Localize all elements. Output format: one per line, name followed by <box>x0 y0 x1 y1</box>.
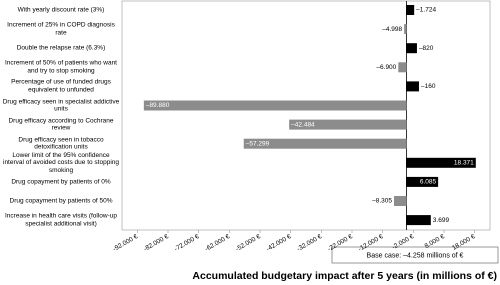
category-label: Drug efficacy seen in tobacco detoxifica… <box>18 136 104 151</box>
category-label: Increment of 25% in COPD diagnosis rate <box>7 21 115 37</box>
value-label: –57.299 <box>246 140 270 147</box>
value-label: 18.371 <box>454 160 474 167</box>
bar <box>406 157 476 168</box>
value-label: –42.484 <box>291 121 315 128</box>
bar <box>406 43 417 54</box>
bar <box>289 119 407 130</box>
chart-title: Accumulated budgetary impact after 5 yea… <box>192 270 497 282</box>
x-tick-label: -62.000 € <box>204 233 232 253</box>
value-label: 6.085 <box>420 179 437 186</box>
category-label: Lower limit of the 95% confidence interv… <box>3 151 119 174</box>
bar <box>143 100 407 111</box>
bar <box>406 215 431 226</box>
category-label: Drug efficacy seen in specialist addicti… <box>2 98 120 113</box>
category-label: Increment of 50% of patients who want an… <box>4 59 117 75</box>
value-label: –820 <box>419 45 434 52</box>
bar <box>406 81 419 92</box>
category-label: Increase in health care visits (follow-u… <box>5 212 117 228</box>
plot-frame <box>121 0 491 231</box>
bar <box>406 5 415 15</box>
value-label: –6.900 <box>376 64 396 71</box>
x-tick-label: -82.000 € <box>143 233 171 253</box>
bar <box>393 196 407 206</box>
value-label: 3.699 <box>433 217 450 224</box>
value-label: –4.998 <box>382 26 402 33</box>
x-tick-label: -92.000 € <box>112 233 140 253</box>
category-label: Percentage of use of funded drugs equiva… <box>11 78 111 94</box>
bar <box>398 62 407 73</box>
category-label: Drug copayment by patients of 50% <box>9 197 113 205</box>
value-label: –8.305 <box>372 198 392 205</box>
category-label: Drug copayment by patients of 0% <box>11 178 111 186</box>
category-label: Double the relapse rate (6.3%) <box>16 44 106 52</box>
base-case-box <box>331 246 499 264</box>
value-label: –89.880 <box>146 102 170 109</box>
category-label: With yearly discount rate (3%) <box>17 6 105 14</box>
base-case-label: Base case: –4.258 millions of € <box>367 252 464 259</box>
x-tick-label: -32.000 € <box>296 233 324 253</box>
x-tick-label: -42.000 € <box>265 233 293 253</box>
x-tick-label: -52.000 € <box>235 233 263 253</box>
bar <box>243 138 407 149</box>
value-label: –160 <box>421 83 436 90</box>
value-label: –1.724 <box>416 7 436 14</box>
bar <box>404 24 407 35</box>
x-tick-label: -72.000 € <box>173 233 201 253</box>
bar <box>406 176 439 187</box>
category-label: Drug efficacy according to Cochrane revi… <box>8 117 114 132</box>
